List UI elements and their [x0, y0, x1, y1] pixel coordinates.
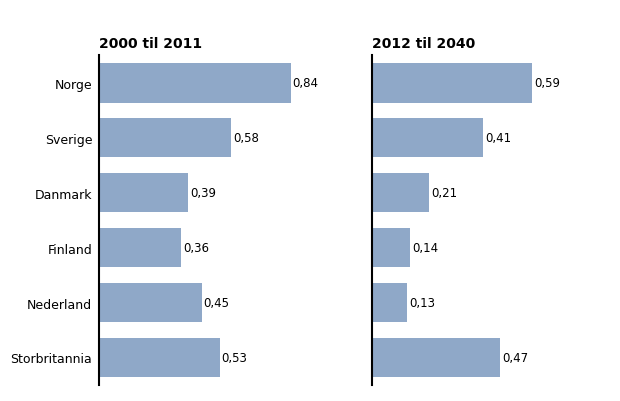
Bar — [99, 228, 181, 268]
Bar — [372, 173, 429, 213]
Text: 2000 til 2011: 2000 til 2011 — [99, 37, 202, 51]
Bar — [99, 338, 220, 377]
Bar — [99, 119, 231, 158]
Text: 0,84: 0,84 — [293, 77, 318, 90]
Bar — [372, 338, 500, 377]
Text: 0,47: 0,47 — [502, 351, 528, 364]
Text: 0,13: 0,13 — [409, 296, 435, 309]
Text: 0,53: 0,53 — [222, 351, 247, 364]
Text: 0,45: 0,45 — [203, 296, 229, 309]
Text: 0,21: 0,21 — [432, 186, 458, 200]
Bar — [372, 119, 484, 158]
Bar — [372, 228, 410, 268]
Text: 0,36: 0,36 — [183, 241, 209, 255]
Text: 0,58: 0,58 — [233, 132, 259, 145]
Text: 0,59: 0,59 — [534, 77, 560, 90]
Bar — [99, 283, 202, 322]
Text: 0,14: 0,14 — [412, 241, 438, 255]
Bar — [99, 173, 188, 213]
Text: 0,39: 0,39 — [190, 186, 216, 200]
Bar — [372, 283, 407, 322]
Bar — [99, 64, 291, 103]
Bar — [372, 64, 533, 103]
Text: 2012 til 2040: 2012 til 2040 — [372, 37, 476, 51]
Text: 0,41: 0,41 — [485, 132, 512, 145]
